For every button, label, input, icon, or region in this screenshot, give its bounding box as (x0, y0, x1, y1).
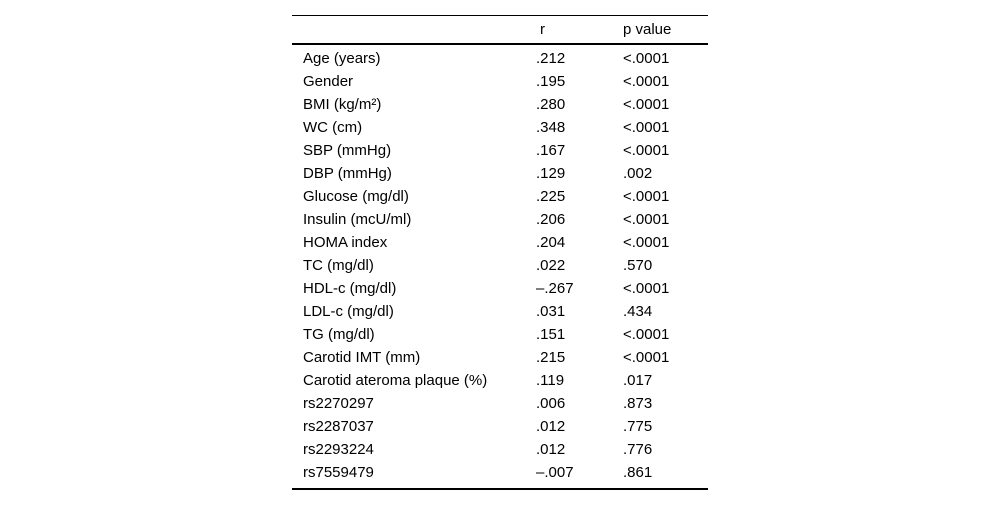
row-label: HDL-c (mg/dl) (303, 280, 397, 297)
table-row: rs2287037 .012 .775 (292, 415, 708, 438)
p-value: .570 (623, 257, 653, 274)
p-value: .002 (623, 165, 653, 182)
r-value: .212 (536, 50, 566, 67)
table-row: LDL-c (mg/dl) .031 .434 (292, 300, 708, 323)
r-value: .206 (536, 211, 566, 228)
column-header-r: r (540, 21, 545, 38)
r-value: .204 (536, 234, 566, 251)
row-label: HOMA index (303, 234, 388, 251)
row-label: rs2293224 (303, 441, 374, 458)
r-value: .012 (536, 441, 566, 458)
table-row: TG (mg/dl) .151 <.0001 (292, 323, 708, 346)
row-label: WC (cm) (303, 119, 363, 136)
table-body: Age (years) .212 <.0001 Gender .195 <.00… (292, 45, 708, 484)
table-row: BMI (kg/m²) .280 <.0001 (292, 93, 708, 116)
row-label: LDL-c (mg/dl) (303, 303, 394, 320)
table-row: DBP (mmHg) .129 .002 (292, 162, 708, 185)
p-value: <.0001 (623, 142, 670, 159)
table-row: SBP (mmHg) .167 <.0001 (292, 139, 708, 162)
row-label: BMI (kg/m²) (303, 96, 382, 113)
row-label: rs2287037 (303, 418, 374, 435)
p-value: <.0001 (623, 326, 670, 343)
p-value: .775 (623, 418, 653, 435)
r-value: –.267 (536, 280, 574, 297)
p-value: <.0001 (623, 119, 670, 136)
p-value: .873 (623, 395, 653, 412)
r-value: .167 (536, 142, 566, 159)
p-value: <.0001 (623, 349, 670, 366)
table-bottom-rule (292, 488, 708, 490)
row-label: TC (mg/dl) (303, 257, 374, 274)
r-value: .119 (536, 372, 565, 389)
p-value: <.0001 (623, 96, 670, 113)
r-value: .348 (536, 119, 566, 136)
table-row: rs2270297 .006 .873 (292, 392, 708, 415)
r-value: .129 (536, 165, 566, 182)
row-label: SBP (mmHg) (303, 142, 392, 159)
table-row: Glucose (mg/dl) .225 <.0001 (292, 185, 708, 208)
p-value: <.0001 (623, 234, 670, 251)
row-label: Carotid IMT (mm) (303, 349, 421, 366)
r-value: .006 (536, 395, 566, 412)
table-row: WC (cm) .348 <.0001 (292, 116, 708, 139)
table-row: rs7559479 –.007 .861 (292, 461, 708, 484)
correlation-table: r p value Age (years) .212 <.0001 Gender… (292, 15, 708, 490)
table-row: Carotid IMT (mm) .215 <.0001 (292, 346, 708, 369)
r-value: .195 (536, 73, 566, 90)
p-value: .861 (623, 464, 653, 481)
p-value: <.0001 (623, 188, 670, 205)
table-row: Carotid ateroma plaque (%) .119 .017 (292, 369, 708, 392)
p-value: .017 (623, 372, 653, 389)
table-row: HOMA index .204 <.0001 (292, 231, 708, 254)
row-label: Carotid ateroma plaque (%) (303, 372, 488, 389)
row-label: rs2270297 (303, 395, 374, 412)
column-header-p-value: p value (623, 21, 672, 38)
r-value: .031 (536, 303, 566, 320)
p-value: <.0001 (623, 211, 670, 228)
r-value: .151 (536, 326, 566, 343)
r-value: .225 (536, 188, 566, 205)
row-label: TG (mg/dl) (303, 326, 375, 343)
row-label: Age (years) (303, 50, 381, 67)
table-header-row: r p value (292, 16, 708, 45)
row-label: rs7559479 (303, 464, 374, 481)
r-value: .012 (536, 418, 566, 435)
table-row: Gender .195 <.0001 (292, 70, 708, 93)
p-value: .776 (623, 441, 653, 458)
r-value: .022 (536, 257, 566, 274)
r-value: .280 (536, 96, 566, 113)
table-row: HDL-c (mg/dl) –.267 <.0001 (292, 277, 708, 300)
row-label: Insulin (mcU/ml) (303, 211, 412, 228)
p-value: <.0001 (623, 280, 670, 297)
table-row: Insulin (mcU/ml) .206 <.0001 (292, 208, 708, 231)
p-value: .434 (623, 303, 653, 320)
r-value: –.007 (536, 464, 574, 481)
row-label: Glucose (mg/dl) (303, 188, 409, 205)
r-value: .215 (536, 349, 566, 366)
table-row: Age (years) .212 <.0001 (292, 47, 708, 70)
row-label: Gender (303, 73, 354, 90)
table-row: TC (mg/dl) .022 .570 (292, 254, 708, 277)
table-row: rs2293224 .012 .776 (292, 438, 708, 461)
row-label: DBP (mmHg) (303, 165, 392, 182)
p-value: <.0001 (623, 73, 670, 90)
p-value: <.0001 (623, 50, 670, 67)
